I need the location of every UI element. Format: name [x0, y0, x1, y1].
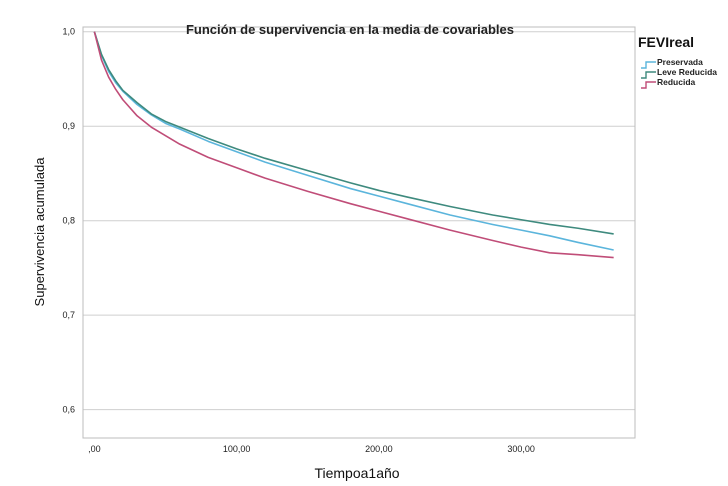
x-tick-label: 200,00: [365, 444, 393, 454]
y-axis-label: Supervivencia acumulada: [32, 157, 47, 307]
legend-title: FEVIreal: [638, 34, 694, 50]
legend-entry: Leve Reducida: [657, 67, 717, 77]
chart-title: Función de supervivencia en la media de …: [186, 22, 514, 37]
series-lines: [93, 31, 614, 259]
x-tick-label: ,00: [88, 444, 101, 454]
x-tick-label: 300,00: [507, 444, 535, 454]
grid-lines: [83, 31, 635, 411]
y-tick-label: 0,9: [62, 121, 75, 131]
y-tick-label: 1,0: [62, 27, 75, 37]
x-axis-label: Tiempoa1año: [314, 465, 399, 481]
y-tick-label: 0,8: [62, 216, 75, 226]
legend-swatch: [641, 71, 656, 79]
series-line-reducida: [93, 31, 614, 259]
legend-swatch: [641, 81, 656, 89]
y-tick-labels: 0,6 0,7 0,8 0,9 1,0: [62, 27, 75, 415]
series-line-preservada: [93, 31, 614, 251]
legend-entry: Reducida: [657, 77, 696, 87]
x-tick-labels: ,00 100,00 200,00 300,00: [88, 444, 535, 454]
series-line-leve-reducida: [93, 31, 614, 235]
legend-swatch: [641, 61, 656, 69]
y-tick-label: 0,6: [62, 405, 75, 415]
y-tick-label: 0,7: [62, 310, 75, 320]
legend-entry: Preservada: [657, 57, 703, 67]
plot-frame: [82, 26, 636, 439]
x-tick-label: 100,00: [223, 444, 251, 454]
